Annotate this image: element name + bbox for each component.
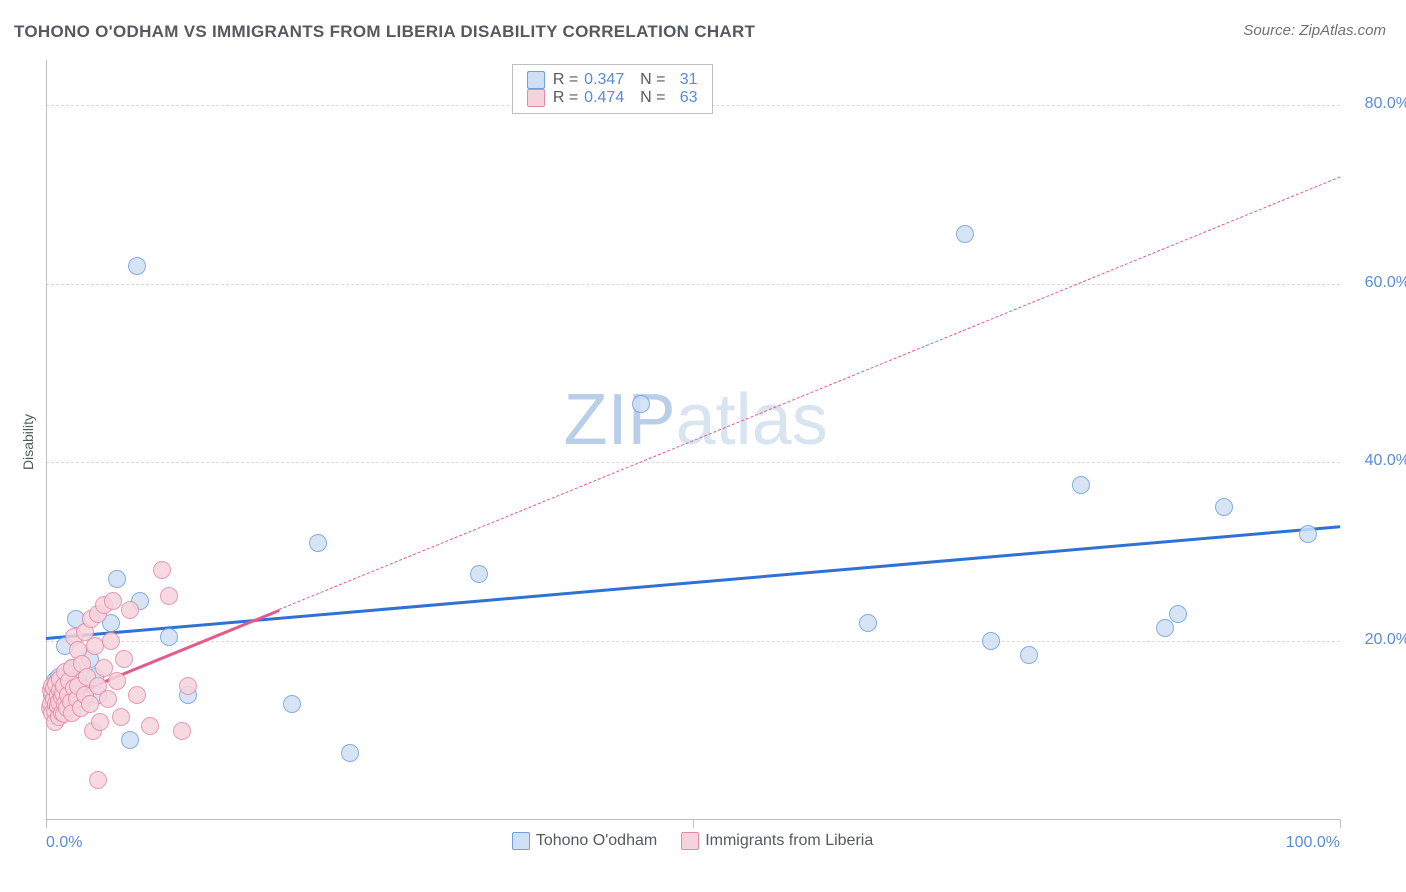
scatter-point — [160, 628, 178, 646]
y-tick-label: 60.0% — [1350, 274, 1406, 292]
scatter-point — [1020, 646, 1038, 664]
scatter-point — [81, 695, 99, 713]
scatter-point — [121, 601, 139, 619]
x-tick-mark — [46, 820, 47, 828]
scatter-point — [470, 565, 488, 583]
correlation-legend-text: R =0.347N =31 — [553, 71, 698, 89]
x-tick-label: 100.0% — [1286, 834, 1340, 852]
scatter-point — [1072, 476, 1090, 494]
correlation-legend-text: R =0.474N =63 — [553, 89, 698, 107]
scatter-point — [859, 614, 877, 632]
regression-line — [46, 525, 1340, 640]
gridline-horizontal — [46, 462, 1340, 463]
source-name: ZipAtlas.com — [1299, 22, 1386, 39]
source-prefix: Source: — [1243, 22, 1299, 39]
scatter-point — [160, 587, 178, 605]
series-legend: Tohono O'odham Immigrants from Liberia — [512, 832, 873, 850]
x-tick-mark — [693, 820, 694, 828]
scatter-point — [1156, 619, 1174, 637]
scatter-point — [1299, 525, 1317, 543]
scatter-point — [1169, 605, 1187, 623]
series-legend-label: Tohono O'odham — [536, 832, 657, 850]
scatter-point — [956, 225, 974, 243]
watermark-atlas: atlas — [676, 380, 828, 460]
watermark: ZIPatlas — [564, 379, 828, 461]
scatter-point — [115, 650, 133, 668]
source-attribution: Source: ZipAtlas.com — [1243, 22, 1386, 39]
scatter-point — [102, 632, 120, 650]
scatter-point — [173, 722, 191, 740]
y-tick-label: 80.0% — [1350, 95, 1406, 113]
scatter-point — [128, 257, 146, 275]
scatter-point — [341, 744, 359, 762]
scatter-point — [309, 534, 327, 552]
legend-swatch — [512, 832, 530, 850]
regression-line — [279, 176, 1340, 609]
gridline-horizontal — [46, 641, 1340, 642]
scatter-point — [108, 672, 126, 690]
scatter-point — [632, 395, 650, 413]
y-tick-label: 20.0% — [1350, 631, 1406, 649]
x-tick-mark — [1340, 820, 1341, 828]
chart-title: TOHONO O'ODHAM VS IMMIGRANTS FROM LIBERI… — [14, 22, 755, 42]
legend-swatch — [527, 71, 545, 89]
scatter-point — [99, 690, 117, 708]
legend-swatch — [681, 832, 699, 850]
correlation-legend: R =0.347N =31R =0.474N =63 — [512, 64, 713, 114]
scatter-point — [112, 708, 130, 726]
scatter-point — [153, 561, 171, 579]
watermark-zip: ZIP — [564, 380, 676, 460]
scatter-point — [104, 592, 122, 610]
x-axis-line — [46, 819, 1340, 820]
scatter-point — [179, 677, 197, 695]
y-axis-label: Disability — [20, 414, 36, 470]
scatter-point — [141, 717, 159, 735]
scatter-point — [982, 632, 1000, 650]
scatter-point — [121, 731, 139, 749]
scatter-point — [1215, 498, 1233, 516]
series-legend-label: Immigrants from Liberia — [705, 832, 873, 850]
scatter-point — [91, 713, 109, 731]
correlation-legend-row: R =0.347N =31 — [527, 71, 698, 89]
scatter-point — [108, 570, 126, 588]
x-tick-label: 0.0% — [46, 834, 82, 852]
series-legend-item: Immigrants from Liberia — [681, 832, 873, 850]
scatter-point — [283, 695, 301, 713]
scatter-point — [89, 771, 107, 789]
legend-swatch — [527, 89, 545, 107]
series-legend-item: Tohono O'odham — [512, 832, 657, 850]
scatter-point — [128, 686, 146, 704]
plot-area: ZIPatlas 20.0%40.0%60.0%80.0%0.0%100.0% — [46, 60, 1340, 820]
gridline-horizontal — [46, 284, 1340, 285]
correlation-legend-row: R =0.474N =63 — [527, 89, 698, 107]
y-tick-label: 40.0% — [1350, 452, 1406, 470]
